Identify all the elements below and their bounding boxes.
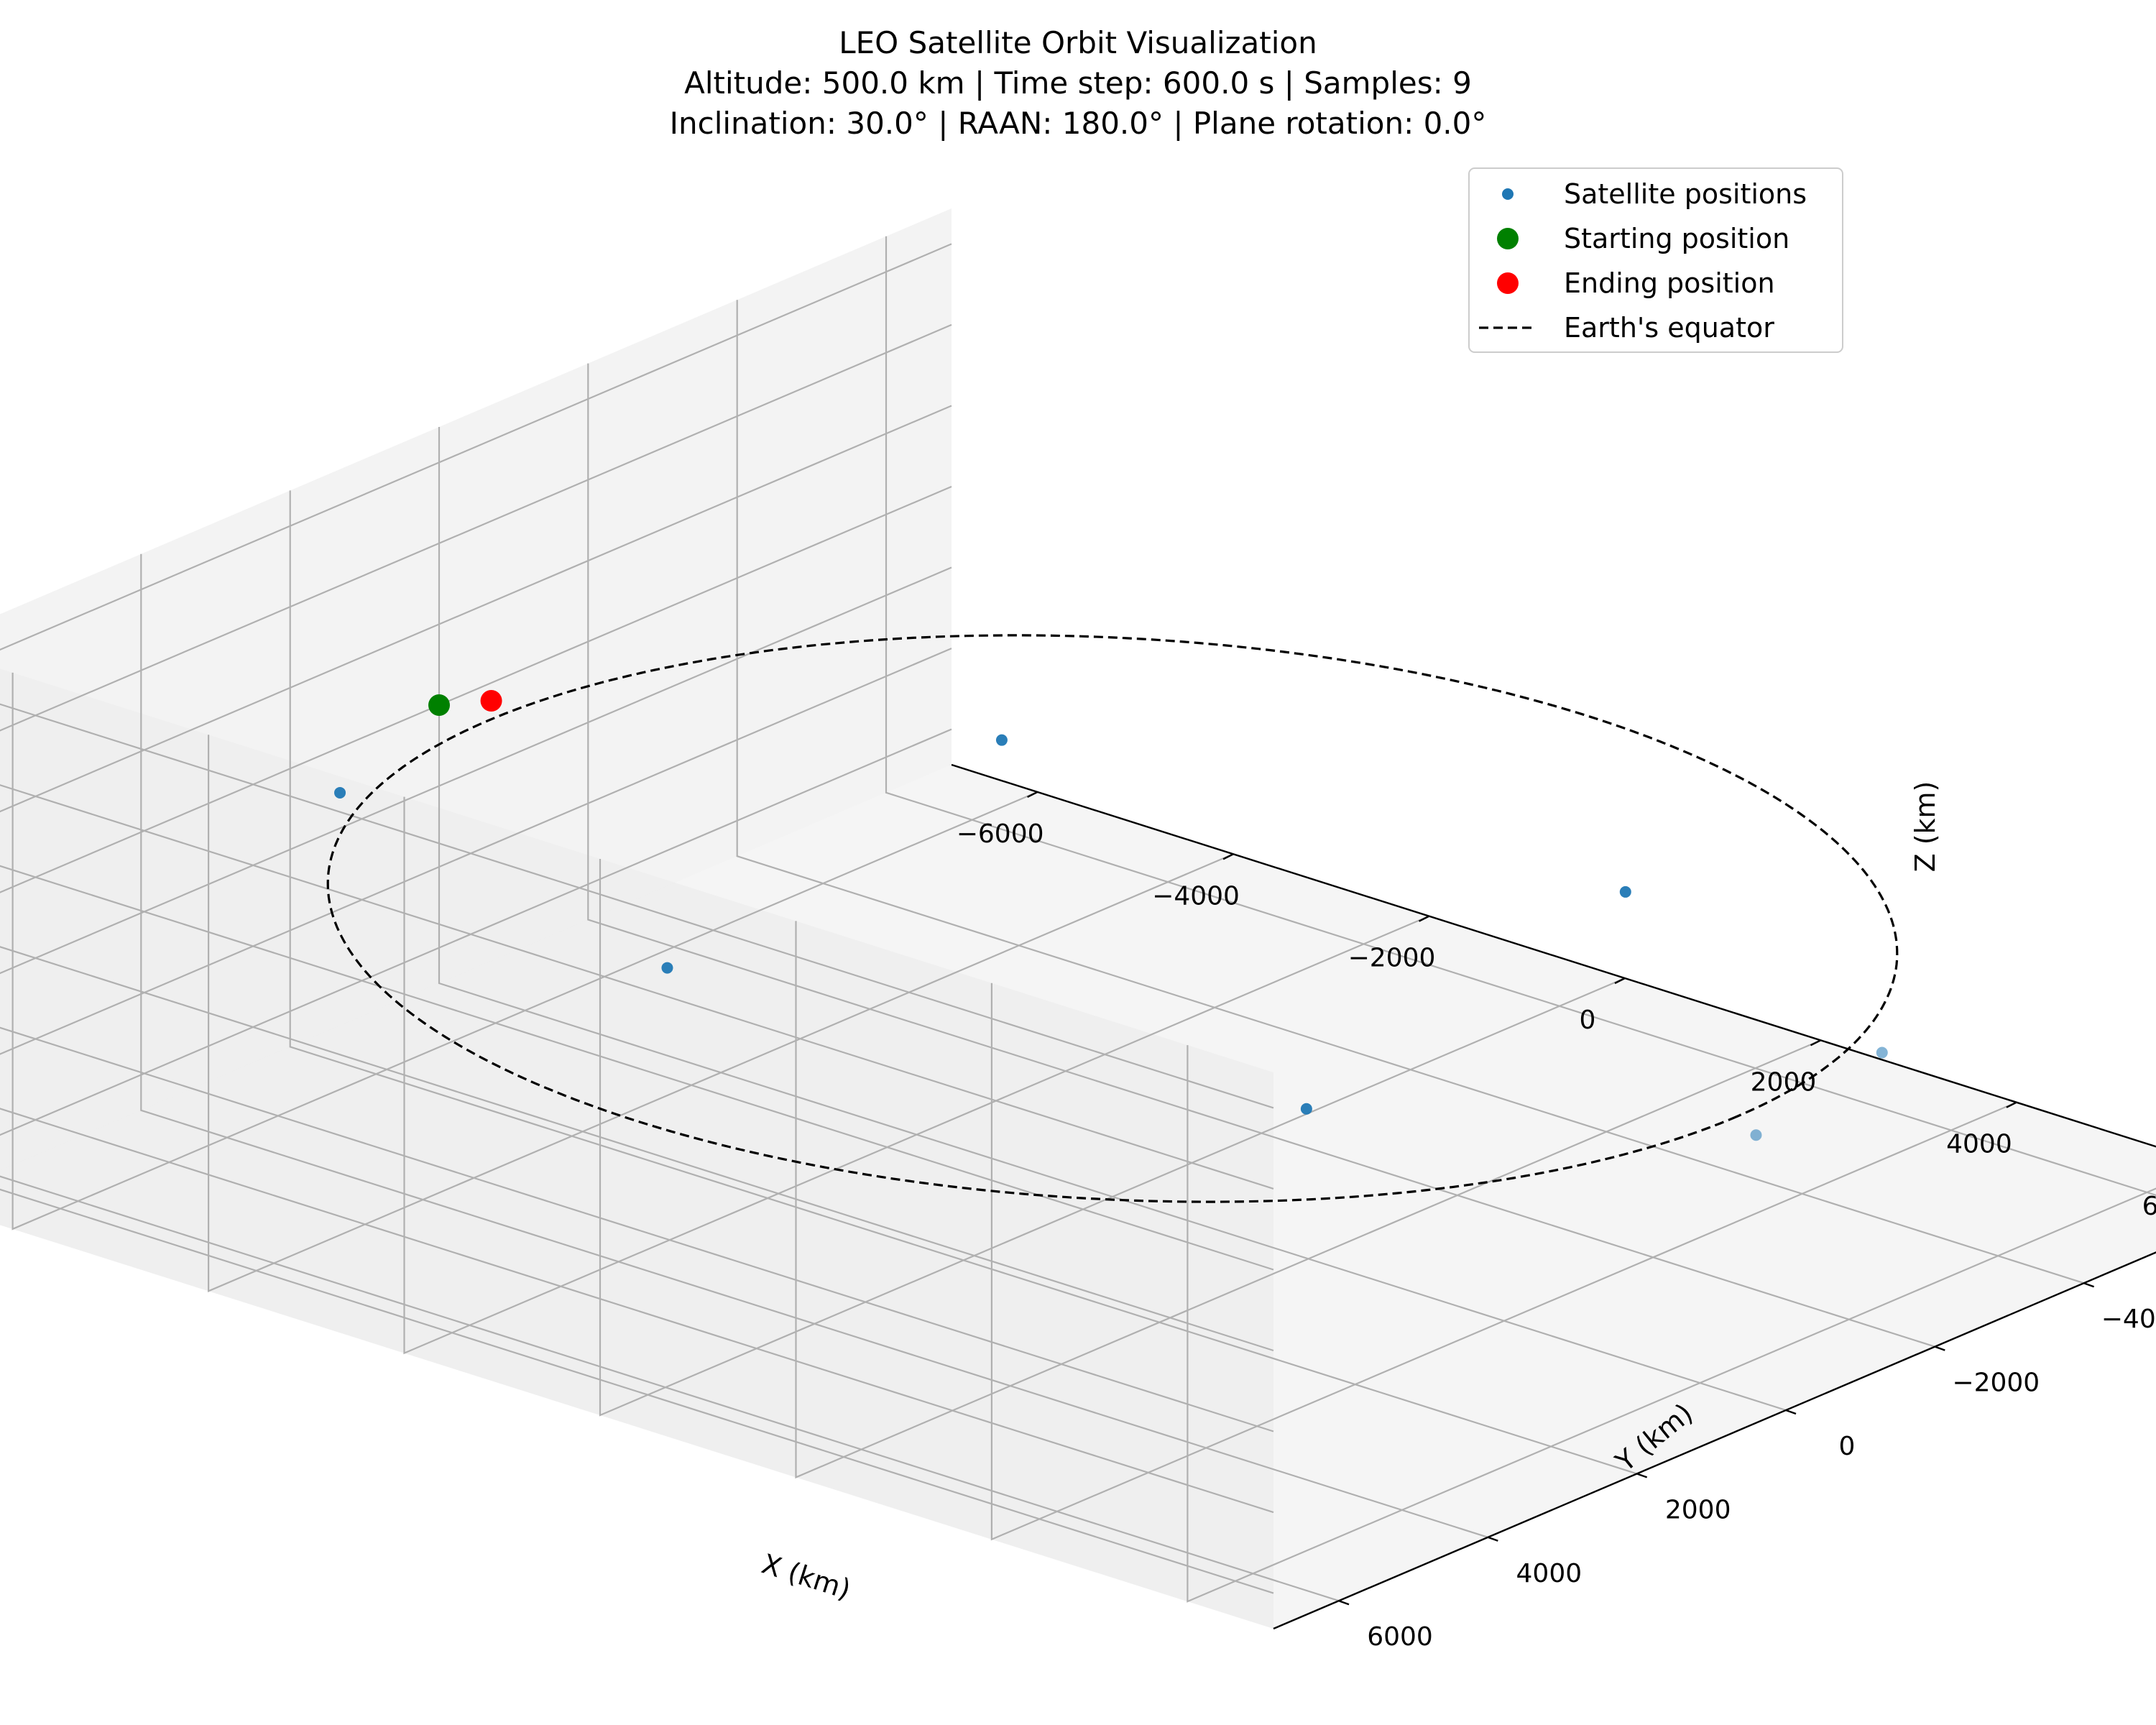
legend-frame [1468, 167, 1843, 353]
gridline-x [11, 672, 1038, 1230]
gridline-x [990, 983, 2017, 1541]
legend-swatch [1502, 188, 1514, 200]
satellite-point [1876, 1046, 1888, 1059]
gridline-x [208, 735, 1234, 1292]
y-tick-label: 0 [1839, 1432, 1856, 1461]
gridline-y [885, 236, 2156, 1197]
x-tick-label: 2000 [1751, 1067, 1817, 1097]
satellite-point [1619, 886, 1631, 898]
title-line-3: Inclination: 30.0° | RAAN: 180.0° | Plan… [670, 106, 1487, 141]
gridline-z [0, 648, 1274, 1514]
gridline-z [0, 405, 1274, 1271]
x-tick-mark [1222, 853, 1234, 860]
legend-swatch [1497, 272, 1519, 294]
satellite-point [334, 786, 346, 799]
y-tick-mark [1338, 1600, 1350, 1606]
gridlines [0, 236, 2156, 1603]
gridline-x [795, 921, 1821, 1479]
x-axis-label: X (km) [758, 1547, 854, 1605]
x-tick-label: 4000 [1946, 1130, 2012, 1159]
x-tick-label: −2000 [1348, 944, 1436, 973]
gridline-z [0, 323, 1274, 1190]
title-line-1: LEO Satellite Orbit Visualization [839, 25, 1317, 60]
gridline-y [438, 427, 1787, 1412]
gridline-z [0, 728, 1274, 1594]
gridline-y [736, 300, 2085, 1284]
y-tick-mark [1487, 1536, 1498, 1542]
gridline-y [140, 553, 1488, 1538]
x-tick-mark [1027, 791, 1038, 798]
title-line-2: Altitude: 500.0 km | Time step: 600.0 s … [684, 65, 1472, 101]
y-tick-label: 4000 [1516, 1559, 1583, 1588]
y-tick-mark [2083, 1282, 2095, 1288]
legend-swatch [1497, 228, 1519, 249]
earth-equator [326, 634, 1899, 1203]
y-tick-label: −2000 [1952, 1368, 2040, 1398]
y-tick-label: −4000 [2101, 1305, 2156, 1334]
legend: Satellite positions Starting position Endi… [1468, 167, 1843, 353]
y-tick-mark [1785, 1409, 1797, 1415]
gridline-z [0, 566, 1274, 1432]
x-tick-label: 0 [1580, 1006, 1596, 1035]
gridline-x [1187, 1045, 2156, 1603]
gridline-y [0, 1175, 1340, 1602]
legend-label: Earth's equator [1564, 312, 1774, 344]
z-axis-label: Z (km) [1909, 781, 1941, 873]
axis-panes [0, 208, 2156, 1629]
x-tick-label: 6000 [2142, 1192, 2156, 1221]
satellite-points [334, 690, 1888, 1141]
y-tick-label: 2000 [1665, 1495, 1731, 1524]
y-tick-label: 6000 [1367, 1622, 1433, 1652]
satellite-point [995, 734, 1008, 746]
satellite-point [1300, 1103, 1312, 1115]
legend-label: Ending position [1564, 267, 1775, 299]
y-tick-mark [1636, 1473, 1648, 1478]
x-tick-label: −4000 [1152, 881, 1240, 911]
y-tick-mark [1934, 1346, 1945, 1351]
chart-title: LEO Satellite Orbit Visualization Altitud… [670, 25, 1487, 141]
gridline-z [0, 485, 1274, 1352]
satellite-point [1750, 1129, 1762, 1141]
legend-label: Starting position [1564, 223, 1789, 254]
ending-position-marker [480, 690, 502, 712]
gridline-x [599, 859, 1626, 1417]
gridline-x [403, 796, 1429, 1355]
x-tick-mark [1419, 915, 1430, 922]
legend-label: Satellite positions [1564, 178, 1807, 210]
equator-line [326, 634, 1899, 1203]
gridline-y [587, 363, 1935, 1348]
tick-labels: −6000−6000−6000−4000−4000−4000−2000−2000… [957, 791, 2156, 1652]
starting-position-marker [428, 694, 450, 716]
x-tick-mark [1810, 1039, 1821, 1046]
x-tick-mark [2006, 1101, 2017, 1108]
satellite-point [661, 962, 673, 974]
gridline-z [0, 243, 1274, 1109]
x-tick-label: −6000 [957, 819, 1044, 849]
x-tick-mark [1614, 977, 1626, 985]
